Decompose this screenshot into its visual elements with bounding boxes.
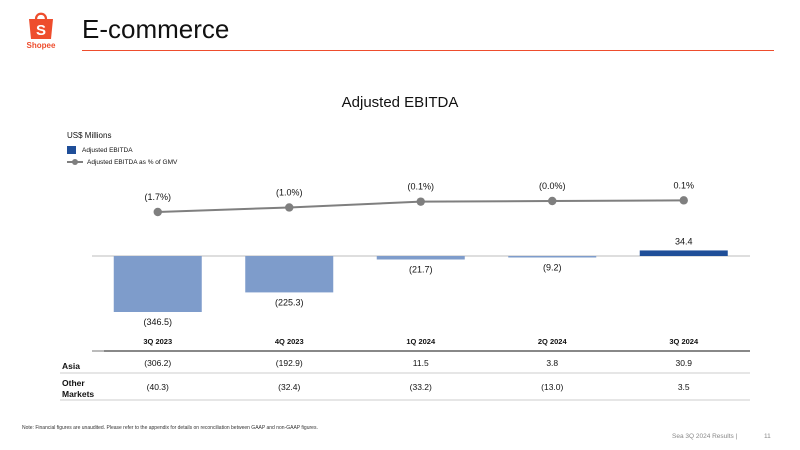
page-number: 11 (764, 433, 771, 440)
bar-1 (245, 256, 334, 293)
gmv-label-3: (0.0%) (539, 181, 566, 191)
table-cell-0-2: 11.5 (413, 358, 429, 368)
category-label-4: 3Q 2024 (669, 337, 699, 346)
shopping-bag-icon: S (29, 12, 53, 39)
gmv-point-4 (679, 196, 688, 205)
chart-title: Adjusted EBITDA (341, 94, 459, 111)
table-cell-0-4: 30.9 (675, 358, 692, 368)
gmv-point-2 (416, 197, 425, 206)
row-label-asia: Asia (62, 361, 80, 371)
units-label: US$ Millions (67, 131, 112, 140)
legend-swatch-bar (67, 146, 76, 154)
title-divider (82, 50, 774, 51)
legend-label-ebitda: Adjusted EBITDA (82, 146, 133, 154)
table-cell-1-4: 3.5 (678, 382, 690, 392)
logo-text: Shopee (26, 41, 56, 50)
bar-label-4: 34.4 (675, 236, 693, 246)
table-cell-1-2: (33.2) (410, 382, 432, 392)
table-cell-1-3: (13.0) (541, 382, 563, 392)
ebitda-chart: (346.5) (225.3) (21.7) (9.2) 34.4 (1.7%) (1.0%… (60, 180, 750, 401)
page-title: E-commerce (82, 14, 230, 44)
bar-0 (113, 256, 202, 312)
category-label-0: 3Q 2023 (143, 337, 172, 346)
table-cell-0-1: (192.9) (276, 358, 303, 368)
gmv-point-1 (285, 203, 294, 212)
table-cell-0-0: (306.2) (144, 358, 171, 368)
table-cell-0-3: 3.8 (546, 358, 558, 368)
bar-3 (508, 256, 597, 258)
legend-label-gmv: Adjusted EBITDA as % of GMV (87, 158, 178, 166)
gmv-point-0 (153, 207, 162, 217)
gmv-label-0: (1.7%) (144, 192, 171, 202)
gmv-label-2: (0.1%) (407, 182, 434, 192)
legend-item-gmv: Adjusted EBITDA as % of GMV (67, 158, 177, 166)
bar-2 (376, 256, 465, 260)
svg-text:S: S (36, 22, 46, 39)
legend-item-ebitda: Adjusted EBITDA (67, 146, 133, 154)
gmv-label-1: (1.0%) (276, 187, 303, 197)
category-label-2: 1Q 2024 (406, 337, 436, 346)
footnote: Note: Financial figures are unaudited. P… (22, 425, 318, 431)
bar-label-2: (21.7) (409, 265, 433, 275)
bar-label-1: (225.3) (275, 297, 304, 307)
table-cell-1-0: (40.3) (147, 382, 169, 392)
bar-label-3: (9.2) (543, 262, 562, 272)
table-cell-1-1: (32.4) (278, 382, 300, 392)
gmv-label-4: 0.1% (673, 180, 694, 190)
legend-swatch-line (67, 159, 83, 165)
row-label-other-markets: Other Markets (62, 378, 95, 399)
shopee-logo: S Shopee (20, 10, 62, 50)
category-label-1: 4Q 2023 (275, 337, 304, 346)
category-label-3: 2Q 2024 (538, 337, 568, 346)
footer-text: Sea 3Q 2024 Results | (672, 433, 738, 440)
bar-4 (639, 250, 728, 256)
gmv-point-3 (548, 196, 557, 206)
bar-label-0: (346.5) (143, 317, 172, 327)
